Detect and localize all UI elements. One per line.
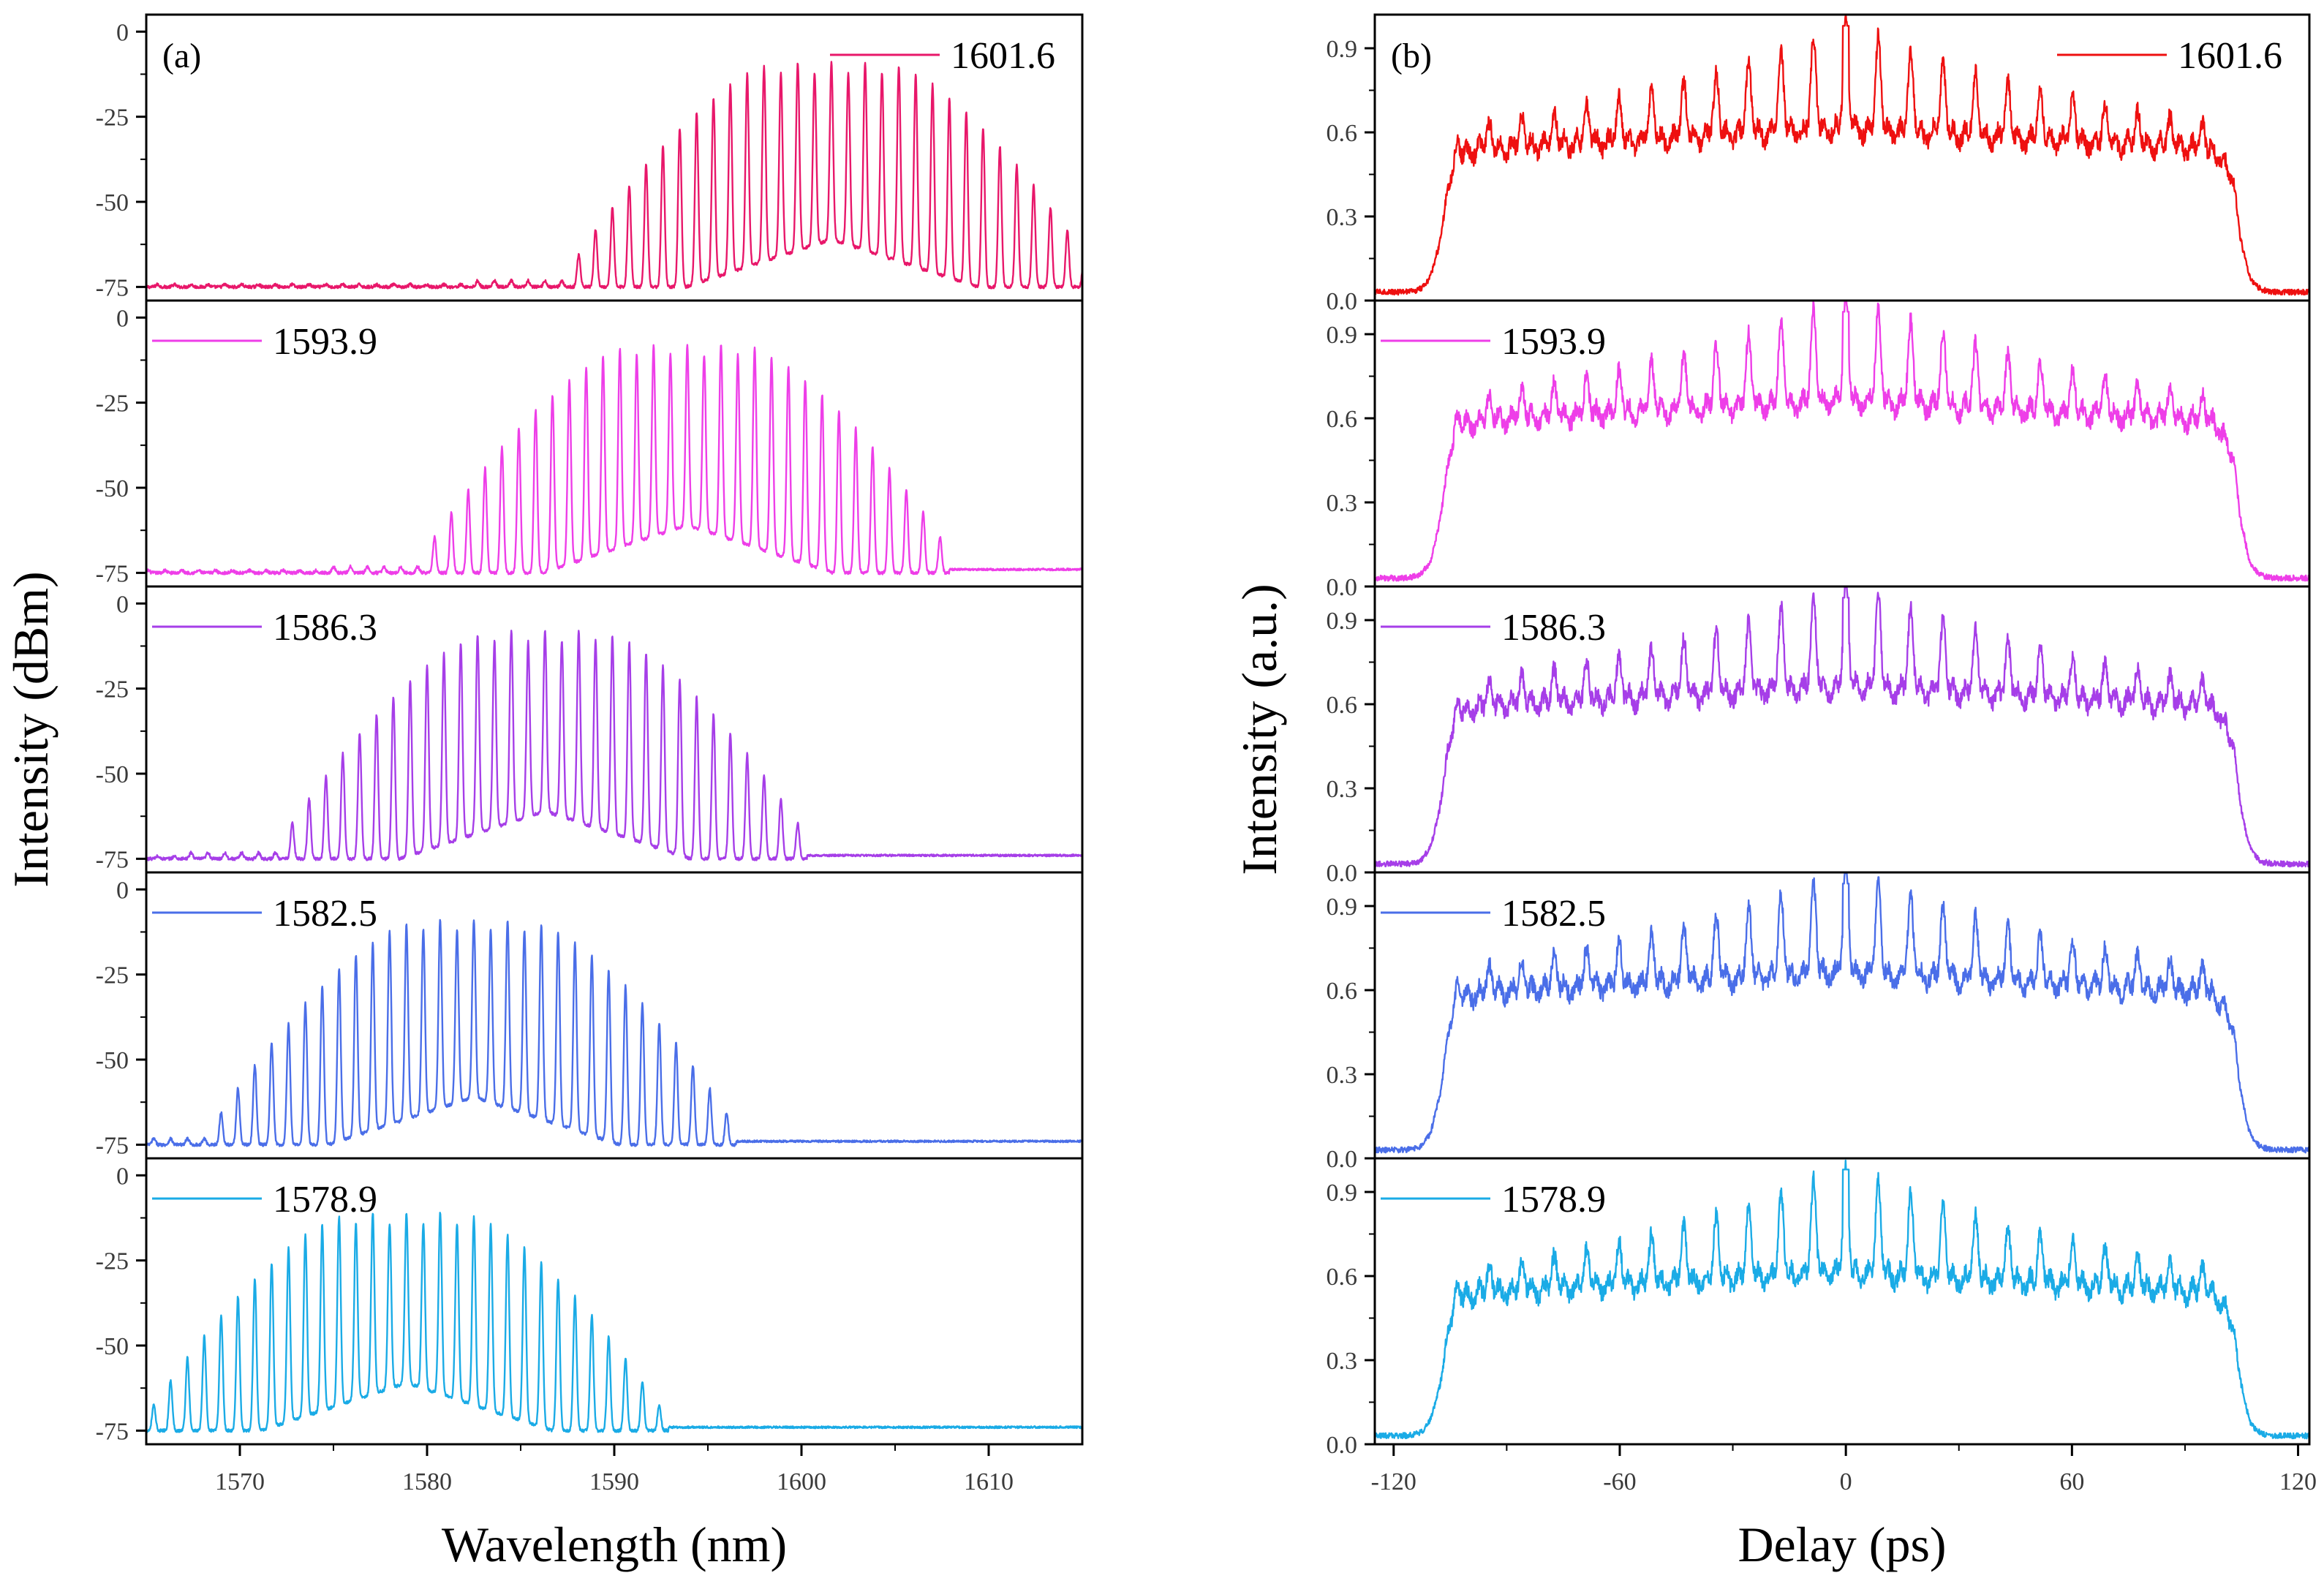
series-line-1593.9 [1374,300,2311,582]
y-tick-label: 0 [116,591,129,618]
y-tick-label: 0.3 [1327,204,1358,231]
x-tick-label: 1600 [777,1468,826,1495]
series-line-1578.9 [145,1212,1083,1433]
subplot-1593.9: 0.0 0.3 0.6 0.9 1593.9 [1327,299,2311,601]
y-tick-label: 0.9 [1327,36,1358,63]
panel-label: (a) [162,37,201,75]
y-tick-label: 0.0 [1327,574,1358,601]
y-tick-label: 0.6 [1327,120,1358,147]
y-axis-title: Intensity (dBm) [3,571,59,888]
legend-label-1578.9: 1578.9 [1501,1179,1606,1220]
subplot-1578.9: 0 -25 -50 -75 1578.9 [96,1157,1084,1446]
x-tick-label: 1570 [215,1468,265,1495]
legend-label-1578.9: 1578.9 [273,1179,377,1220]
y-tick-label: -75 [96,846,129,873]
y-tick-label: -50 [96,1047,129,1074]
x-tick-label: 1580 [402,1468,452,1495]
y-tick-label: -25 [96,390,129,418]
y-tick-label: 0 [116,1163,129,1190]
y-tick-label: -50 [96,189,129,216]
x-tick-label: 1610 [964,1468,1014,1495]
series-line-1586.3 [1373,586,2311,868]
y-tick-label: 0.6 [1327,978,1358,1005]
series-line-1582.5 [145,918,1083,1147]
y-tick-label: 0.9 [1327,1180,1358,1207]
legend-label-1586.3: 1586.3 [273,607,377,649]
y-tick-label: 0.3 [1327,490,1358,517]
y-axis-title: Intensity (a.u.) [1231,584,1287,875]
series-line-1601.6 [145,61,1084,290]
x-tick-label: 60 [2059,1468,2084,1495]
subplot-1593.9: 0 -25 -50 -75 1593.9 [96,299,1084,588]
x-tick-label: -60 [1603,1468,1636,1495]
legend-label-1582.5: 1582.5 [273,893,377,935]
y-tick-label: 0.9 [1327,608,1358,635]
legend-label-1593.9: 1593.9 [1501,321,1606,363]
subplot-1601.6: 0.0 0.3 0.6 0.9 1601.6 [1327,13,2311,315]
legend-label-1586.3: 1586.3 [1501,607,1606,649]
subplot-1578.9: 0.0 0.3 0.6 0.9 1578.9 [1327,1157,2311,1459]
y-tick-label: 0.6 [1327,406,1358,433]
y-tick-label: -50 [96,1333,129,1360]
y-tick-label: 0.3 [1327,1348,1358,1375]
y-tick-label: -75 [96,1132,129,1159]
y-tick-label: 0.0 [1327,288,1358,315]
y-tick-label: 0.6 [1327,1264,1358,1291]
subplot-1582.5: 0 -25 -50 -75 1582.5 [96,871,1084,1160]
series-line-1578.9 [1373,1159,2310,1440]
x-axis-title: Delay (ps) [1738,1517,1946,1572]
x-tick-label: 120 [2279,1468,2317,1495]
panel-label: (b) [1391,37,1432,75]
y-tick-label: 0.3 [1327,776,1358,803]
y-tick-label: -25 [96,676,129,703]
y-tick-label: -25 [96,105,129,132]
y-tick-label: -75 [96,560,129,587]
panel-a-spectra: 0 -25 -50 -75 1601.6 0 -25 -50 -75 1593.9 0 -25 -50 -… [3,13,1084,1572]
y-tick-label: -75 [96,274,129,301]
x-tick-label: 0 [1840,1468,1852,1495]
y-tick-label: 0.9 [1327,322,1358,349]
x-tick-label: 1590 [589,1468,639,1495]
y-tick-label: -75 [96,1418,129,1445]
subplot-frame [1373,1157,2311,1446]
series-line-1593.9 [145,344,1083,576]
y-tick-label: -50 [96,761,129,788]
y-tick-label: -25 [96,962,129,989]
y-tick-label: 0.0 [1327,1432,1358,1459]
y-tick-label: 0.9 [1327,894,1358,921]
x-tick-label: -120 [1371,1468,1416,1495]
y-tick-label: 0.0 [1327,860,1358,887]
y-tick-label: -50 [96,475,129,502]
series-line-1582.5 [1373,872,2311,1154]
subplot-1582.5: 0.0 0.3 0.6 0.9 1582.5 [1327,871,2311,1173]
y-tick-label: 0 [116,877,129,904]
panel-b-autocorrelation: 0.00.30.60.9 1601.60.00.30.60.9 1593.90.00… [1231,13,2317,1572]
y-tick-label: 0 [116,19,129,46]
legend-label-1582.5: 1582.5 [1501,893,1606,935]
series-line-1601.6 [1374,14,2311,296]
y-tick-label: 0 [116,305,129,332]
subplot-1586.3: 0 -25 -50 -75 1586.3 [96,585,1084,874]
y-tick-label: 0.0 [1327,1146,1358,1173]
y-tick-label: 0.3 [1327,1062,1358,1089]
y-tick-label: -25 [96,1248,129,1275]
subplot-1586.3: 0.0 0.3 0.6 0.9 1586.3 [1327,585,2311,887]
legend-label-1601.6: 1601.6 [2178,35,2282,77]
subplot-1601.6: 0 -25 -50 -75 1601.6 [96,13,1084,302]
y-tick-label: 0.6 [1327,692,1358,719]
x-axis-title: Wavelength (nm) [442,1517,787,1572]
series-line-1586.3 [146,630,1083,861]
legend-label-1601.6: 1601.6 [951,35,1055,77]
legend-label-1593.9: 1593.9 [273,321,377,363]
